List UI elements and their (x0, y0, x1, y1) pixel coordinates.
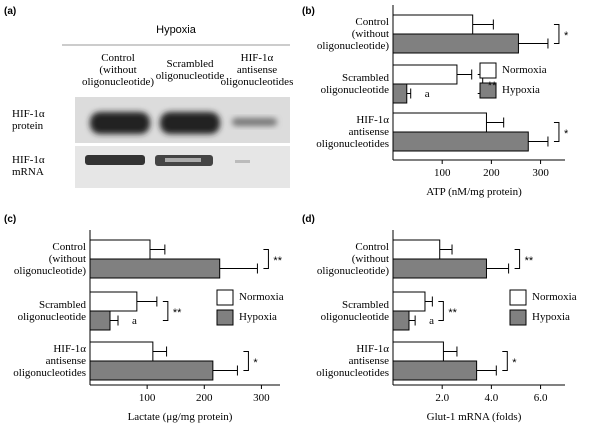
x-tick-label: 300 (532, 167, 549, 179)
bar (89, 360, 214, 381)
row-label: HIF-1α mRNA (12, 154, 45, 178)
x-axis-label: Lactate (μg/mg protein) (127, 411, 233, 423)
bar (392, 341, 444, 362)
bar (392, 291, 426, 312)
category-label: HIF-1α antisense oligonucleotides (316, 343, 389, 379)
bar (89, 258, 221, 279)
significance-bracket (514, 249, 521, 269)
bar (392, 112, 487, 133)
x-tick-label: 300 (253, 392, 270, 404)
bar (89, 291, 138, 312)
x-tick-label: 4.0 (484, 392, 499, 404)
panel-label: (a) (4, 6, 17, 17)
significance: ** (273, 255, 282, 267)
legend-swatch (479, 62, 497, 79)
bar (392, 33, 519, 54)
legend-label: Hypoxia (502, 84, 540, 96)
x-tick-label: 100 (138, 392, 156, 404)
category-label: HIF-1α antisense oligonucleotides (316, 114, 389, 150)
bar (392, 239, 441, 260)
significance-bracket (438, 301, 444, 321)
mrna-band-core (165, 158, 201, 162)
column-label: HIF-1α antisense oligonucleotides (220, 52, 294, 88)
legend-label: Hypoxia (532, 311, 570, 323)
row-label: HIF-1α protein (12, 108, 45, 132)
significance: ** (448, 307, 457, 319)
significance-bracket (263, 249, 269, 269)
significance: ** (487, 80, 497, 92)
significance: * (563, 30, 569, 42)
bar (392, 64, 458, 85)
legend-swatch (509, 289, 527, 306)
mrna-band (235, 160, 250, 163)
x-tick-label: 2.0 (435, 392, 450, 404)
bar (392, 14, 474, 35)
panel-label: (b) (302, 6, 315, 17)
annotation: a (429, 314, 435, 327)
condition-label: Hypoxia (156, 24, 196, 36)
panel-label: (c) (4, 214, 17, 225)
significance: * (512, 357, 517, 369)
legend-swatch (509, 309, 527, 326)
column-label: Scrambled oligonucleotide (155, 58, 225, 82)
legend-swatch (216, 289, 234, 306)
significance: ** (524, 255, 534, 267)
category-label: Scrambled oligonucleotide (17, 299, 86, 323)
annotation: a (132, 314, 137, 327)
legend-label: Normoxia (502, 64, 547, 76)
annotation: a (424, 87, 430, 100)
legend-swatch (479, 82, 497, 99)
category-label: Control (without oligonucleotide) (13, 241, 86, 277)
x-axis-label: Glut-1 mRNA (folds) (426, 411, 522, 423)
x-tick-label: 6.0 (533, 392, 548, 404)
legend-label: Hypoxia (239, 311, 277, 323)
significance: * (563, 128, 569, 140)
protein-band (232, 118, 277, 126)
significance-bracket (553, 122, 560, 142)
legend-label: Normoxia (532, 291, 577, 303)
x-tick-label: 100 (433, 167, 451, 179)
protein-band (160, 112, 220, 134)
significance: * (253, 357, 258, 369)
bar (392, 310, 410, 331)
category-label: Scrambled oligonucleotide (320, 299, 389, 323)
significance-bracket (162, 301, 169, 321)
x-tick-label: 200 (483, 167, 500, 179)
x-tick-label: 200 (196, 392, 213, 404)
bar (392, 360, 478, 381)
bar (89, 310, 111, 331)
category-label: Control (without oligonucleotide) (316, 16, 389, 52)
significance-bracket (502, 351, 508, 371)
mrna-band (85, 155, 145, 165)
category-label: Scrambled oligonucleotide (320, 72, 389, 96)
significance-bracket (243, 351, 249, 371)
panel-label: (d) (302, 214, 315, 225)
significance-bracket (553, 24, 560, 44)
x-axis-label: ATP (nM/mg protein) (426, 186, 522, 198)
bar (392, 83, 408, 104)
category-label: Control (without oligonucleotide) (316, 241, 389, 277)
bar (89, 239, 151, 260)
legend-label: Normoxia (239, 291, 284, 303)
significance: ** (172, 307, 182, 319)
bar (392, 131, 529, 152)
column-label: Control (without oligonucleotide) (81, 52, 155, 88)
mrna-blot (75, 146, 290, 188)
category-label: HIF-1α antisense oligonucleotides (13, 343, 86, 379)
bar (89, 341, 154, 362)
legend-swatch (216, 309, 234, 326)
bar (392, 258, 487, 279)
protein-band (90, 112, 150, 134)
